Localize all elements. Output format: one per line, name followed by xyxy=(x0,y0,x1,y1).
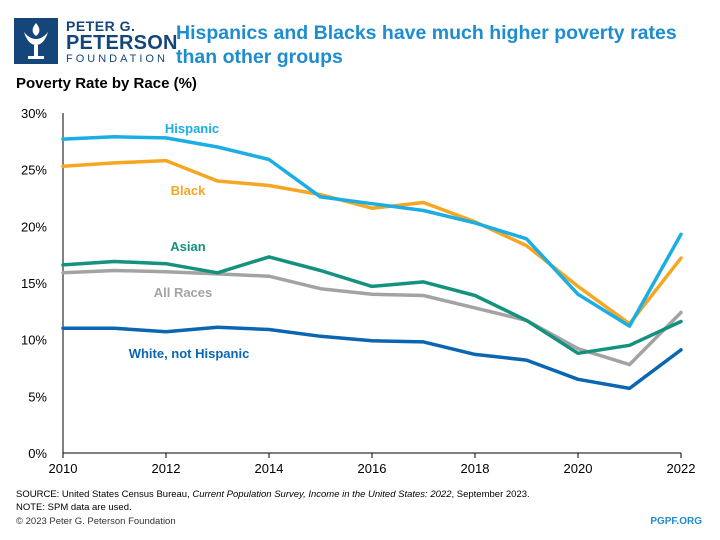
series-label-asian: Asian xyxy=(170,239,205,254)
x-tick-label: 2022 xyxy=(667,461,696,476)
peterson-foundation-logo: PETER G. PETERSON FOUNDATION xyxy=(14,16,177,68)
site-link[interactable]: PGPF.ORG xyxy=(650,516,702,527)
y-tick-label: 30% xyxy=(21,106,47,121)
chart-series-labels: Hispanic Black Asian All Races White, not Hi… xyxy=(129,121,250,361)
logo-line-3: FOUNDATION xyxy=(66,53,168,65)
y-tick-label: 25% xyxy=(21,163,47,178)
y-tick-label: 5% xyxy=(28,389,47,404)
series-label-all-races: All Races xyxy=(154,285,213,300)
series-line-black xyxy=(61,158,683,326)
source-title: Current Population Survey, Income in the… xyxy=(192,489,452,500)
y-tick-label: 0% xyxy=(28,446,47,461)
x-tick-label: 2020 xyxy=(564,461,593,476)
y-tick-label: 10% xyxy=(21,333,47,348)
x-tick-label: 2014 xyxy=(255,461,284,476)
logo-line-1: PETER G. xyxy=(66,18,136,34)
data-note: NOTE: SPM data are used. xyxy=(16,502,132,513)
series-label-black: Black xyxy=(171,183,206,198)
series-label-white-not-hispanic: White, not Hispanic xyxy=(129,346,250,361)
series-line-white-not-hispanic xyxy=(61,325,683,391)
chart-series-lines xyxy=(61,135,683,391)
x-tick-label: 2010 xyxy=(49,461,78,476)
series-label-hispanic: Hispanic xyxy=(165,121,219,136)
source-note: SOURCE: United States Census Bureau, Cur… xyxy=(16,489,530,500)
source-prefix: SOURCE: United States Census Bureau, xyxy=(16,489,193,500)
y-tick-label: 15% xyxy=(21,276,47,291)
chart-axes: 0% 5% 10% 15% 20% 25% 30% 2010 2012 2014 2016 2018 2… xyxy=(21,106,695,476)
series-line-all-races xyxy=(61,268,683,367)
series-line-hispanic xyxy=(61,135,683,328)
torch-logo-icon xyxy=(14,18,58,64)
x-tick-label: 2012 xyxy=(152,461,181,476)
source-suffix: , September 2023. xyxy=(451,489,530,500)
series-line-asian xyxy=(61,255,683,356)
y-tick-label: 20% xyxy=(21,219,47,234)
chart-subtitle: Poverty Rate by Race (%) xyxy=(16,75,197,92)
x-tick-label: 2018 xyxy=(461,461,490,476)
x-tick-label: 2016 xyxy=(358,461,387,476)
copyright: © 2023 Peter G. Peterson Foundation xyxy=(16,516,176,527)
logo-line-2: PETERSON xyxy=(66,32,178,54)
headline: Hispanics and Blacks have much higher po… xyxy=(176,22,677,68)
